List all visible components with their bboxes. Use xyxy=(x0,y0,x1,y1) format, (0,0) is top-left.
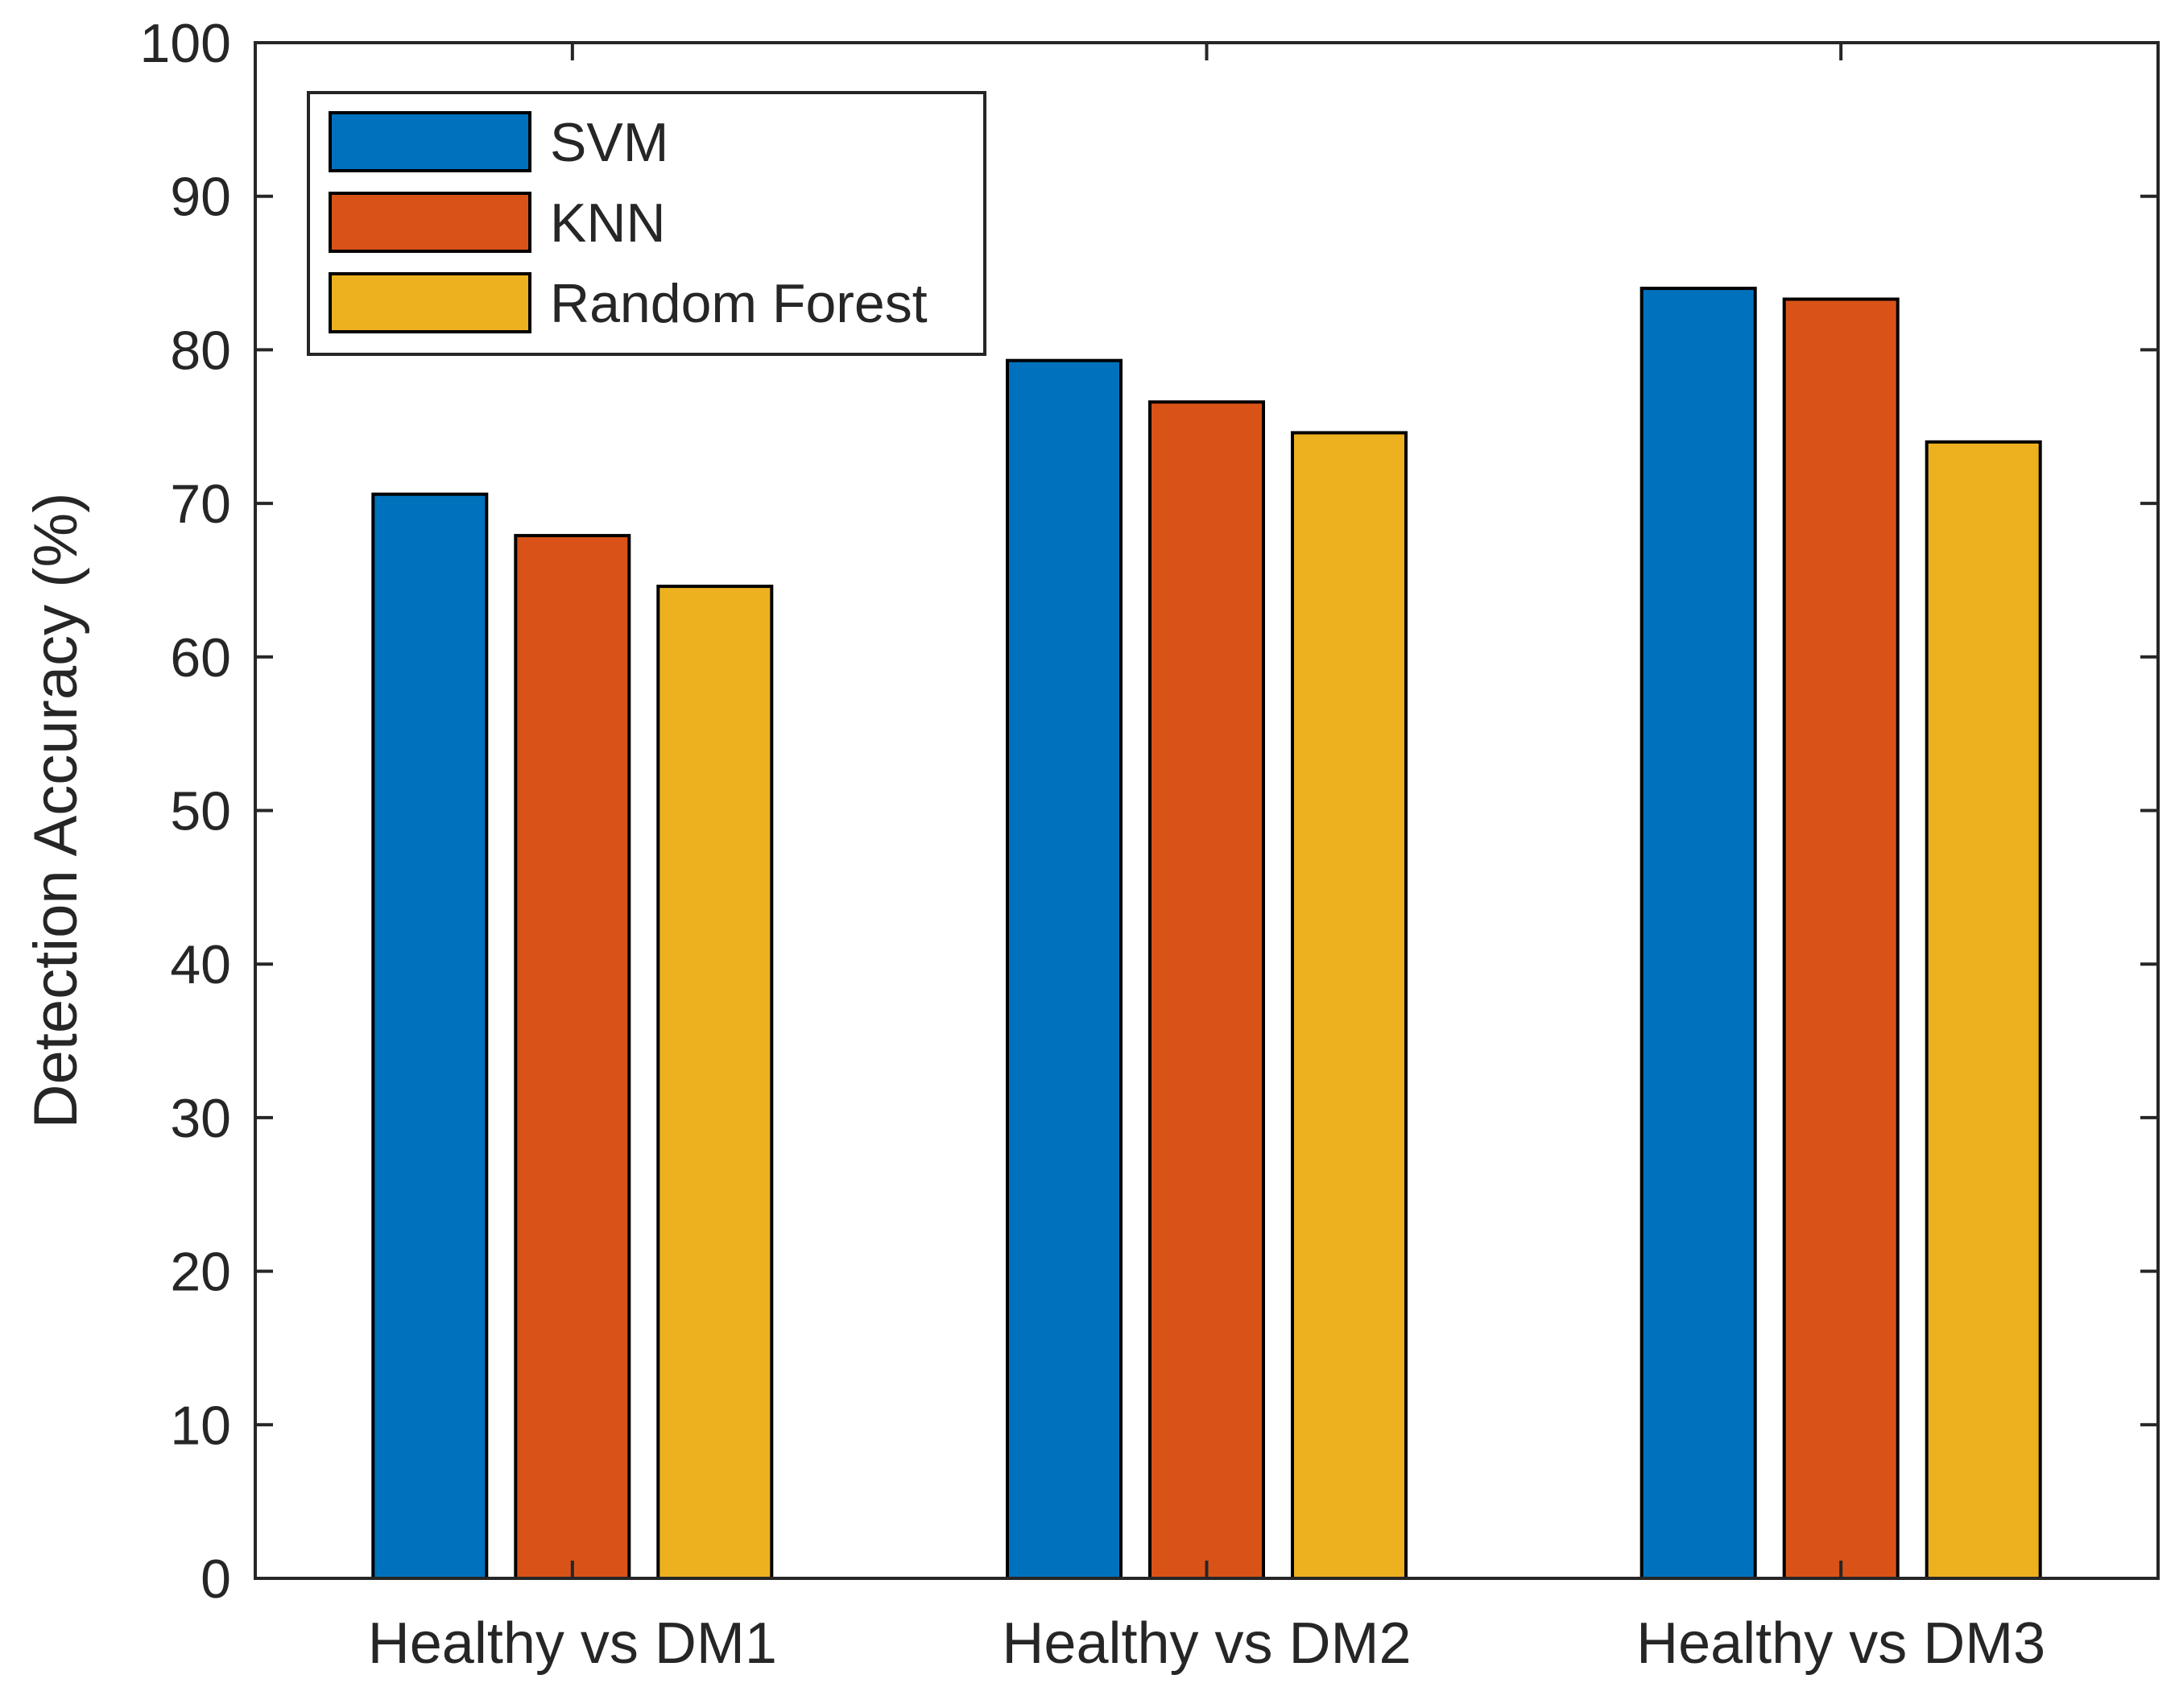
bar-svm-3 xyxy=(1639,287,1757,1581)
legend-label-knn: KNN xyxy=(550,192,666,254)
legend-swatch-random-forest xyxy=(329,272,531,333)
y-tick-label: 20 xyxy=(170,1242,231,1303)
y-tick-label: 80 xyxy=(170,320,231,381)
legend-swatch-knn xyxy=(329,192,531,253)
x-category-label: Healthy vs DM2 xyxy=(1002,1611,1411,1676)
ticks-layer: 0 10 20 30 40 50 60 70 80 90 100 Healthy vs DM1 Heal… xyxy=(140,13,2158,1676)
y-tick-label: 0 xyxy=(201,1549,231,1610)
bar-svm-2 xyxy=(1006,358,1123,1581)
legend-label-random-forest: Random Forest xyxy=(550,273,928,334)
y-tick-label: 90 xyxy=(170,167,231,228)
y-tick-label: 70 xyxy=(170,474,231,535)
legend-label-svm: SVM xyxy=(550,112,668,173)
legend-swatch-svm xyxy=(329,111,531,172)
y-tick-label: 10 xyxy=(170,1395,231,1456)
bar-random-forest-1 xyxy=(656,585,774,1580)
bar-knn-1 xyxy=(514,534,631,1580)
y-tick-label: 50 xyxy=(170,781,231,842)
y-tick-label: 30 xyxy=(170,1088,231,1149)
bar-knn-2 xyxy=(1148,400,1265,1581)
bar-random-forest-3 xyxy=(1925,440,2042,1580)
legend: SVM KNN Random Forest xyxy=(307,91,986,356)
bar-svm-1 xyxy=(371,492,489,1581)
bar-knn-3 xyxy=(1782,297,1900,1580)
bars-layer xyxy=(371,287,2042,1581)
x-category-label: Healthy vs DM1 xyxy=(368,1611,777,1676)
y-tick-label: 40 xyxy=(170,934,231,995)
y-tick-label: 100 xyxy=(140,13,231,74)
bar-random-forest-2 xyxy=(1291,431,1408,1580)
y-axis-label: Detection Accuracy (%) xyxy=(22,493,90,1129)
y-tick-label: 60 xyxy=(170,627,231,689)
x-category-label: Healthy vs DM3 xyxy=(1636,1611,2045,1676)
